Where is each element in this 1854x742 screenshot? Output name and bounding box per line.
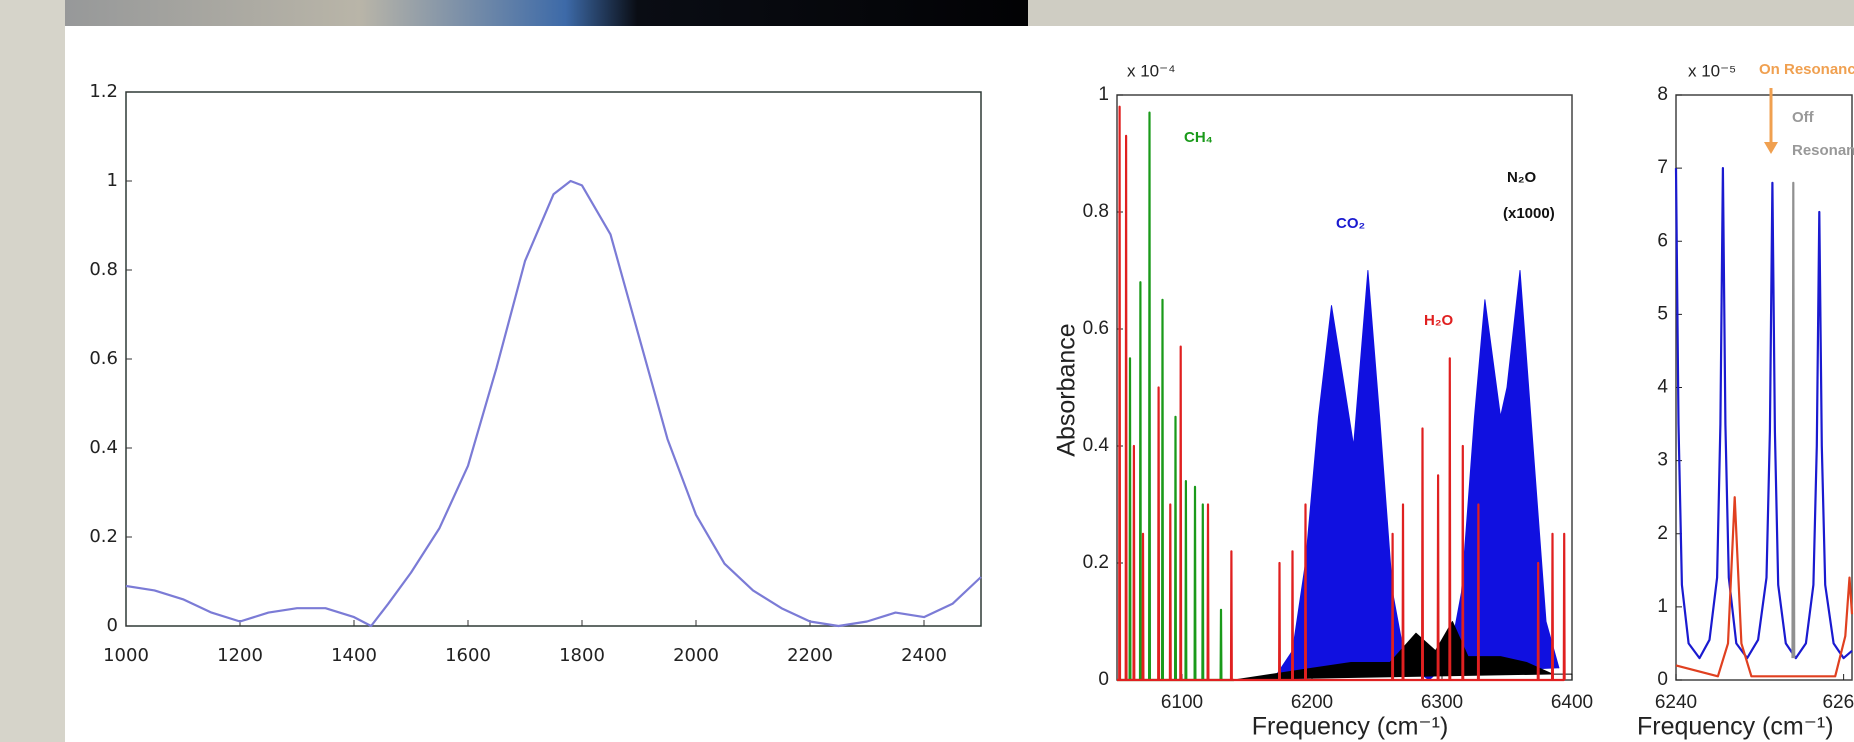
x-tick-label: 6200 xyxy=(1291,692,1333,713)
y-tick-label: 0 xyxy=(1657,669,1668,690)
y-tick-label: 0.2 xyxy=(89,526,118,547)
x-tick-label: 1800 xyxy=(559,645,605,666)
y-tick-label: 7 xyxy=(1657,157,1668,178)
y-tick-label: 0.2 xyxy=(1083,552,1109,573)
axis-exponent: x 10⁻⁵ xyxy=(1688,61,1736,80)
y-tick-label: 3 xyxy=(1657,450,1668,471)
x-tick-label: 6400 xyxy=(1551,692,1593,713)
chart: 0 1 2 3 4 5 6 7 8 6240 6260Frequency (cm⁻¹) x 10⁻⁵ O… xyxy=(1637,61,1854,741)
y-tick-label: 5 xyxy=(1657,303,1668,324)
y-tick-label: 1 xyxy=(107,170,118,191)
y-tick-label: 0.4 xyxy=(1083,435,1110,456)
chart: 0 0.2 0.4 0.6 0.8 1 1.2 1000 1200 1400 1600 1800 200… xyxy=(89,81,982,666)
y-tick-label: 2 xyxy=(1657,523,1668,544)
header-image xyxy=(0,0,1028,26)
y-axis-label: Absorbance xyxy=(1053,323,1081,456)
annotation: Resonance xyxy=(1792,142,1854,159)
x-axis-label: Frequency (cm⁻¹) xyxy=(1637,713,1834,741)
header-band xyxy=(1028,0,1854,26)
annotation: CO₂ xyxy=(1336,215,1365,232)
line xyxy=(1117,111,1234,682)
axis-exponent: x 10⁻⁴ xyxy=(1127,61,1175,80)
y-tick-label: 0 xyxy=(107,615,118,636)
x-tick-label: 6100 xyxy=(1161,692,1203,713)
x-tick-label: 2200 xyxy=(787,645,833,666)
line xyxy=(1117,105,1566,682)
annotation: Off xyxy=(1792,109,1815,126)
y-tick-label: 1 xyxy=(1657,596,1668,617)
y-tick-label: 8 xyxy=(1657,84,1668,105)
chart: 0 0.2 0.4 0.6 0.8 1 6100 6200 6300 6400 Frequency … xyxy=(1053,61,1594,740)
annotation: On Resonance xyxy=(1759,61,1854,78)
y-tick-label: 0.4 xyxy=(89,437,118,458)
line xyxy=(125,179,982,628)
x-axis-label: Frequency (cm⁻¹) xyxy=(1252,713,1449,741)
x-tick-label: 1600 xyxy=(445,645,491,666)
x-tick-label: 6300 xyxy=(1421,692,1463,713)
x-tick-label: 2400 xyxy=(901,645,947,666)
x-tick-label: 1000 xyxy=(103,645,149,666)
x-tick-label: 1200 xyxy=(217,645,263,666)
annotation: (x1000) xyxy=(1503,205,1555,222)
y-tick-label: 0.8 xyxy=(89,259,118,280)
side-band xyxy=(0,0,65,742)
annotation: N₂O xyxy=(1507,169,1536,186)
x-tick-label: 6240 xyxy=(1655,692,1697,713)
y-tick-label: 6 xyxy=(1657,230,1668,251)
y-tick-label: 0 xyxy=(1098,669,1109,690)
annotation: H₂O xyxy=(1424,312,1453,329)
y-tick-label: 0.6 xyxy=(1083,318,1109,339)
y-tick-label: 4 xyxy=(1657,377,1668,398)
x-tick-label: 1400 xyxy=(331,645,377,666)
line xyxy=(1675,496,1854,678)
x-tick-label: 2000 xyxy=(673,645,719,666)
x-tick-label: 6260 xyxy=(1822,692,1854,713)
annotation: CH₄ xyxy=(1184,129,1213,146)
y-tick-label: 1.2 xyxy=(89,81,118,102)
y-tick-label: 0.8 xyxy=(1083,201,1109,222)
arrow-head xyxy=(1764,142,1778,154)
line xyxy=(1791,181,1796,659)
y-tick-label: 0.6 xyxy=(89,348,118,369)
line xyxy=(1674,167,1853,660)
y-tick-label: 1 xyxy=(1098,84,1109,105)
